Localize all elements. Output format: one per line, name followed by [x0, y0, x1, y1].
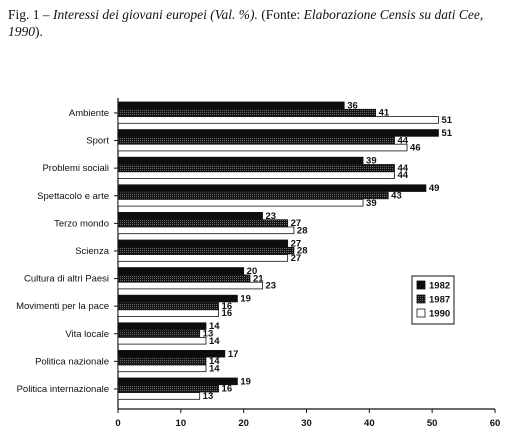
value-label: 19 [240, 376, 251, 387]
bar-1982 [117, 377, 238, 386]
caption-source-open: (Fonte: [257, 7, 304, 22]
category-label: Problemi sociali [42, 163, 109, 174]
value-label: 44 [397, 170, 408, 181]
figure-caption: Fig. 1 – Interessi dei giovani europei (… [8, 6, 508, 40]
bar-1990 [117, 226, 295, 235]
bar-1990 [117, 143, 408, 152]
value-label: 51 [441, 128, 452, 139]
x-tick-label: 60 [490, 418, 501, 429]
bar-1990 [117, 364, 207, 373]
value-label: 41 [379, 108, 390, 119]
plot-area: 0 10 20 30 40 50 60Ambiente364151Sport514446Pr… [16, 98, 500, 429]
caption-prefix: Fig. 1 – [8, 7, 54, 22]
bar-1987 [117, 329, 201, 338]
value-label: 14 [209, 363, 220, 374]
value-label: 39 [366, 198, 377, 209]
bar-1990 [117, 171, 395, 179]
category-label: Scienza [75, 246, 110, 257]
bar-1987 [117, 164, 395, 172]
value-label: 21 [253, 273, 264, 284]
bar-1982 [117, 267, 245, 275]
legend-swatch-1982 [416, 280, 426, 290]
bar-1982 [117, 294, 238, 303]
bar-1982 [117, 129, 439, 137]
value-label: 39 [366, 156, 377, 167]
category-label: Politica nazionale [35, 356, 109, 367]
value-label: 28 [297, 225, 308, 236]
caption-title: Interessi dei giovani europei (Val. %). [53, 7, 258, 22]
category-label: Ambiente [69, 108, 109, 119]
value-label: 16 [222, 301, 233, 312]
x-tick-label: 30 [301, 418, 312, 429]
value-label: 16 [222, 384, 233, 395]
bar-1982 [117, 211, 263, 220]
bar-1987 [117, 274, 251, 282]
category-label: Spettacolo e arte [37, 191, 109, 202]
legend-swatch-1987 [416, 294, 426, 304]
value-label: 23 [266, 211, 277, 222]
value-label: 17 [228, 349, 239, 360]
bar-1990 [117, 392, 201, 400]
bar-1987 [117, 136, 395, 144]
category-label: Terzo mondo [54, 218, 109, 229]
value-label: 14 [209, 336, 220, 347]
value-label: 19 [240, 294, 251, 305]
bar-1990 [117, 254, 289, 262]
value-label: 44 [397, 163, 408, 174]
bar-1982 [117, 239, 289, 248]
x-tick-label: 20 [238, 418, 249, 429]
bar-1982 [117, 101, 345, 110]
value-label: 14 [209, 321, 220, 332]
bar-1987 [117, 191, 389, 200]
x-tick-label: 50 [427, 418, 438, 429]
legend-swatch-1990 [416, 308, 426, 318]
value-label: 43 [391, 191, 402, 202]
bar-1982 [117, 156, 364, 165]
value-label: 27 [291, 238, 302, 249]
bar-1982 [117, 349, 226, 358]
bar-1987 [117, 219, 289, 227]
category-label: Sport [86, 136, 109, 147]
bar-1990 [117, 309, 219, 317]
bar-1990 [117, 198, 364, 207]
bar-1987 [117, 384, 219, 393]
value-label: 27 [291, 218, 302, 229]
value-label: 14 [209, 356, 220, 367]
legend-label-1987: 1987 [429, 295, 450, 306]
bar-1990 [117, 116, 439, 124]
x-tick-label: 0 [115, 418, 120, 429]
bar-1982 [117, 322, 207, 330]
bar-1987 [117, 246, 295, 255]
value-label: 13 [203, 329, 214, 340]
category-label: Politica internazionale [17, 384, 109, 395]
bar-1982 [117, 184, 427, 192]
category-label: Cultura di altri Paesi [24, 274, 109, 285]
value-label: 46 [410, 143, 421, 154]
value-label: 36 [347, 100, 358, 111]
value-label: 27 [291, 253, 302, 264]
value-label: 49 [429, 183, 440, 194]
bar-1990 [117, 281, 263, 290]
value-label: 44 [397, 135, 408, 146]
value-label: 16 [222, 308, 233, 319]
value-label: 28 [297, 246, 308, 257]
x-tick-label: 10 [176, 418, 187, 429]
value-label: 23 [266, 281, 277, 292]
caption-source-close: ). [35, 24, 43, 39]
legend: 1982 1987 1990 [411, 275, 455, 325]
bar-1987 [117, 108, 377, 117]
value-label: 20 [247, 266, 258, 277]
bar-1987 [117, 302, 219, 310]
category-label: Vita locale [65, 329, 109, 340]
bar-1987 [117, 357, 207, 365]
value-label: 13 [203, 391, 214, 402]
value-label: 51 [441, 115, 452, 126]
x-tick-label: 40 [364, 418, 375, 429]
bar-1990 [117, 336, 207, 345]
legend-label-1990: 1990 [429, 309, 450, 320]
category-label: Movimenti per la pace [16, 301, 109, 312]
legend-label-1982: 1982 [429, 281, 450, 292]
caption-source: Elaborazione Censis su dati Cee, 1990 [8, 7, 484, 39]
